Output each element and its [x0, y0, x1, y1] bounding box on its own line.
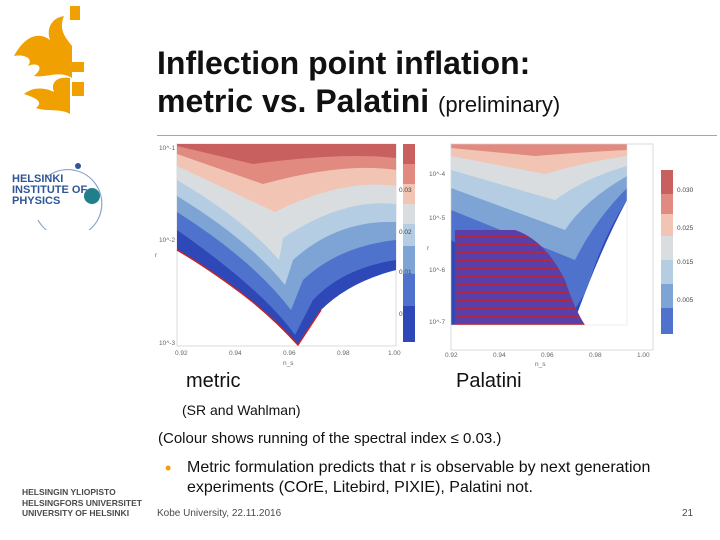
- metric-y-tick: 10^-3: [159, 340, 175, 347]
- palatini-y-tick: 10^-6: [429, 267, 445, 274]
- band-1: [177, 144, 396, 164]
- slide-title: Inflection point inflation: metric vs. P…: [157, 44, 560, 124]
- physics-logo-text: HELSINKI INSTITUTE OF PHYSICS: [12, 174, 87, 207]
- palatini-colorbar-swatch: [661, 170, 673, 194]
- metric-x-tick: 0.92: [175, 350, 188, 357]
- metric-bands: [177, 144, 396, 345]
- orbit-icon: [37, 163, 103, 230]
- page-number: 21: [682, 508, 694, 519]
- metric-colorbar-swatch: [403, 224, 415, 246]
- palatini-y-tick: 10^-4: [429, 171, 445, 178]
- physics-logo-line: HELSINKI: [12, 173, 64, 185]
- palatini-x-tick: 0.94: [493, 352, 506, 359]
- palatini-colorbar-tick: 0.015: [677, 259, 694, 266]
- band-2: [451, 144, 627, 156]
- palatini-colorbar-tick: 0.025: [677, 225, 694, 232]
- metric-plot: 10^-1 10^-2 10^-3 r 0.92 0.94 0.96 0.98 …: [155, 143, 415, 367]
- colour-note: (Colour shows running of the spectral in…: [158, 430, 502, 447]
- metric-colorbar-tick: 0.03: [399, 187, 412, 194]
- metric-colorbar-tick: 0.02: [399, 229, 412, 236]
- title-line-1: Inflection point inflation:: [157, 45, 531, 81]
- metric-x-tick: 0.94: [229, 350, 242, 357]
- physics-logo-line: INSTITUTE OF: [12, 184, 88, 196]
- metric-colorbar-swatch: [403, 246, 415, 274]
- title-line-2-main: metric vs. Palatini: [157, 83, 430, 119]
- citation: (SR and Wahlman): [182, 402, 301, 418]
- title-line-2: metric vs. Palatini (preliminary): [157, 82, 560, 124]
- palatini-colorbar: 0.030 0.025 0.015 0.005: [661, 170, 694, 334]
- footer-text: Kobe University, 22.11.2016: [157, 508, 282, 519]
- metric-x-tick: 1.00: [388, 350, 401, 357]
- metric-x-tick: 0.96: [283, 350, 296, 357]
- palatini-colorbar-swatch: [661, 194, 673, 214]
- university-line: HELSINGIN YLIOPISTO: [22, 487, 116, 497]
- metric-colorbar-swatch: [403, 184, 415, 204]
- metric-colorbar-swatch: [403, 144, 415, 164]
- metric-y-tick: 10^-2: [159, 237, 175, 244]
- palatini-colorbar-swatch: [661, 284, 673, 308]
- metric-colorbar-swatch: [403, 274, 415, 306]
- palatini-colorbar-swatch: [661, 214, 673, 236]
- caption-metric: metric: [186, 370, 241, 392]
- flame-logo-shape: [14, 6, 84, 114]
- palatini-excluded-region: [455, 230, 585, 325]
- metric-y-tick: 10^-1: [159, 145, 175, 152]
- university-flame-logo: [14, 6, 84, 114]
- metric-bound-curve: [176, 249, 322, 347]
- metric-x-tick: 0.98: [337, 350, 350, 357]
- metric-y-label: r: [155, 252, 158, 259]
- metric-colorbar-swatch: [403, 306, 415, 342]
- metric-colorbar: 0.03 0.02 0.01 0: [399, 144, 415, 342]
- caption-palatini: Palatini: [456, 370, 522, 392]
- palatini-colorbar-tick: 0.030: [677, 187, 694, 194]
- metric-colorbar-tick: 0.01: [399, 269, 412, 276]
- palatini-colorbar-swatch: [661, 236, 673, 260]
- palatini-plot: 10^-4 10^-5 10^-6 10^-7 r 0.92 0.94 0.96…: [427, 143, 694, 368]
- palatini-y-label: r: [427, 245, 430, 252]
- palatini-x-tick: 1.00: [637, 352, 650, 359]
- university-name: HELSINGIN YLIOPISTO HELSINGFORS UNIVERSI…: [22, 487, 142, 519]
- title-divider: [157, 135, 717, 136]
- palatini-y-tick: 10^-7: [429, 319, 445, 326]
- metric-colorbar-tick: 0: [399, 311, 403, 318]
- palatini-colorbar-swatch: [661, 308, 673, 334]
- palatini-y-tick: 10^-5: [429, 215, 445, 222]
- palatini-colorbar-swatch: [661, 260, 673, 284]
- palatini-x-tick: 0.98: [589, 352, 602, 359]
- palatini-colorbar-tick: 0.005: [677, 297, 694, 304]
- physics-institute-logo: HELSINKI INSTITUTE OF PHYSICS: [8, 160, 113, 230]
- metric-x-label: n_s: [283, 360, 294, 367]
- metric-colorbar-swatch: [403, 164, 415, 184]
- university-line: UNIVERSITY OF HELSINKI: [22, 508, 130, 518]
- palatini-x-tick: 0.96: [541, 352, 554, 359]
- palatini-x-tick: 0.92: [445, 352, 458, 359]
- title-suffix: (preliminary): [438, 92, 561, 117]
- university-line: HELSINGFORS UNIVERSITET: [22, 497, 142, 508]
- bullet-text: Metric formulation predicts that r is ob…: [187, 459, 651, 496]
- palatini-x-label: n_s: [535, 361, 546, 368]
- metric-colorbar-swatch: [403, 204, 415, 224]
- bullet-icon: •: [165, 458, 172, 478]
- physics-logo-line: PHYSICS: [12, 195, 61, 207]
